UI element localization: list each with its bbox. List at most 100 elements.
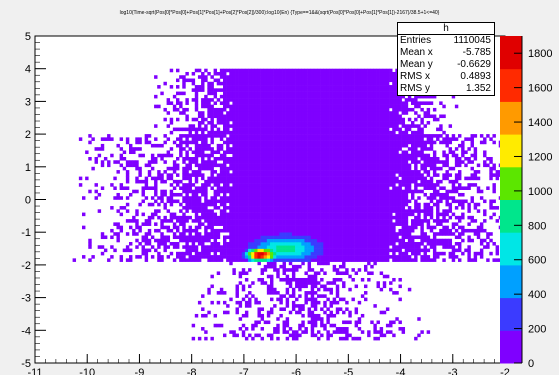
heatmap-cell xyxy=(163,238,167,243)
heatmap-cell xyxy=(91,166,95,171)
heatmap-cell xyxy=(335,117,340,122)
heatmap-cell xyxy=(345,271,349,276)
heatmap-cell xyxy=(194,104,199,109)
heatmap-cell xyxy=(223,310,227,315)
heatmap-cell xyxy=(260,232,265,236)
heatmap-cell xyxy=(150,235,155,240)
heatmap-cell xyxy=(191,336,196,341)
heatmap-cell xyxy=(251,235,255,240)
heatmap-cell xyxy=(219,163,224,168)
heatmap-cell xyxy=(276,150,280,155)
heatmap-cell xyxy=(238,91,243,96)
heatmap-cell xyxy=(282,124,286,128)
heatmap-cell xyxy=(370,183,374,187)
heatmap-cell xyxy=(326,170,330,174)
heatmap-cell xyxy=(285,212,290,217)
heatmap-cell xyxy=(345,209,349,213)
heatmap-cell xyxy=(154,143,158,148)
heatmap-cell xyxy=(373,94,377,99)
heatmap-cell xyxy=(304,206,308,210)
heatmap-cell xyxy=(338,189,343,194)
heatmap-cell xyxy=(285,176,290,181)
heatmap-cell xyxy=(364,160,368,164)
heatmap-cell xyxy=(414,160,418,164)
heatmap-cell xyxy=(235,255,239,259)
heatmap-cell xyxy=(301,235,305,240)
heatmap-cell xyxy=(295,88,299,92)
heatmap-cell xyxy=(226,255,230,259)
heatmap-cell xyxy=(238,232,243,236)
heatmap-cell xyxy=(310,310,315,315)
heatmap-cell xyxy=(348,111,352,115)
heatmap-cell xyxy=(97,153,102,158)
heatmap-cell xyxy=(295,196,299,200)
heatmap-cell xyxy=(266,255,271,259)
heatmap-cell xyxy=(367,91,371,96)
heatmap-cell xyxy=(307,124,312,128)
heatmap-cell xyxy=(295,242,299,246)
heatmap-cell xyxy=(213,248,218,253)
heatmap-cell xyxy=(223,189,227,194)
heatmap-cell xyxy=(389,323,393,328)
heatmap-cell xyxy=(201,255,205,259)
heatmap-cell xyxy=(273,163,277,168)
heatmap-cell xyxy=(326,209,330,213)
heatmap-cell xyxy=(244,173,249,177)
heatmap-cell xyxy=(129,143,133,148)
heatmap-cell xyxy=(254,199,258,204)
heatmap-cell xyxy=(279,258,283,262)
heatmap-cell xyxy=(307,147,312,151)
heatmap-cell xyxy=(78,137,83,141)
heatmap-cell xyxy=(273,261,277,266)
heatmap-cell xyxy=(273,121,277,125)
heatmap-cell xyxy=(298,219,302,223)
heatmap-cell xyxy=(335,124,340,128)
heatmap-cell xyxy=(194,179,199,184)
heatmap-cell xyxy=(273,255,277,259)
heatmap-cell xyxy=(260,75,265,79)
heatmap-cell xyxy=(354,104,359,109)
heatmap-cell xyxy=(395,222,399,226)
heatmap-cell xyxy=(285,104,290,109)
heatmap-cell xyxy=(317,111,321,115)
heatmap-cell xyxy=(207,104,211,109)
heatmap-cell xyxy=(392,114,396,119)
heatmap-cell xyxy=(323,215,327,220)
heatmap-cell xyxy=(404,130,409,135)
heatmap-cell xyxy=(291,75,296,79)
heatmap-cell xyxy=(270,189,274,194)
heatmap-cell xyxy=(295,232,299,236)
heatmap-cell xyxy=(332,137,337,141)
heatmap-cell xyxy=(351,150,355,155)
heatmap-cell xyxy=(285,91,290,96)
heatmap-cell xyxy=(157,143,161,148)
heatmap-cell xyxy=(323,68,327,73)
heatmap-cell xyxy=(244,189,249,194)
heatmap-cell xyxy=(401,156,406,161)
heatmap-cell xyxy=(307,196,312,200)
heatmap-cell xyxy=(342,150,346,155)
heatmap-cell xyxy=(335,258,340,262)
heatmap-cell xyxy=(332,222,337,226)
heatmap-cell xyxy=(235,127,239,132)
heatmap-cell xyxy=(263,71,268,76)
heatmap-cell xyxy=(204,248,208,253)
heatmap-cell xyxy=(244,75,249,79)
heatmap-cell xyxy=(179,91,183,96)
heatmap-cell xyxy=(204,75,208,79)
heatmap-cell xyxy=(298,68,302,73)
heatmap-cell xyxy=(348,85,352,89)
heatmap-cell xyxy=(169,85,174,89)
heatmap-cell xyxy=(248,71,252,76)
heatmap-cell xyxy=(307,173,312,177)
heatmap-cell xyxy=(323,117,327,122)
heatmap-cell xyxy=(216,222,221,226)
heatmap-cell xyxy=(298,117,302,122)
heatmap-cell xyxy=(270,179,274,184)
heatmap-cell xyxy=(354,212,359,217)
heatmap-cell xyxy=(382,183,387,187)
heatmap-cell xyxy=(291,248,296,253)
heatmap-cell xyxy=(263,183,268,187)
heatmap-cell xyxy=(154,186,158,190)
heatmap-cell xyxy=(254,248,258,253)
